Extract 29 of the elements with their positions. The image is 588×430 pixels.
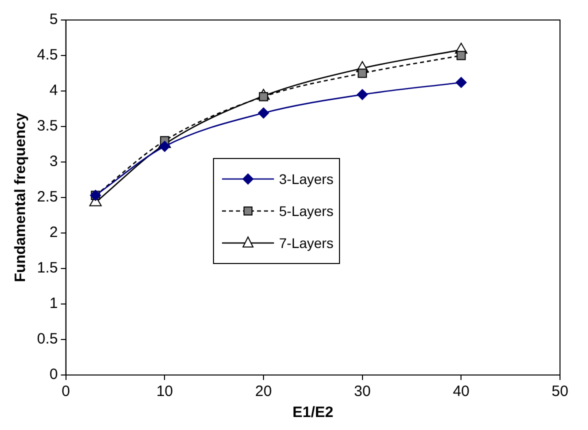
point bbox=[159, 140, 170, 152]
point bbox=[456, 50, 466, 60]
y-tick-label: 1 bbox=[50, 295, 58, 312]
point bbox=[356, 89, 368, 100]
point bbox=[258, 92, 268, 102]
x-tick-label: 10 bbox=[156, 383, 174, 400]
point bbox=[258, 108, 270, 119]
x-axis-title: E1/E2 bbox=[292, 404, 334, 422]
y-tick-label: 3.5 bbox=[36, 118, 58, 135]
x-tick-label: 40 bbox=[452, 383, 470, 400]
legend-label: 3-Layers bbox=[279, 171, 334, 187]
y-tick-label: 1.5 bbox=[36, 260, 58, 277]
y-tick-label: 4.5 bbox=[36, 46, 58, 64]
x-tick-label: 20 bbox=[255, 383, 272, 400]
y-tick-label: 3 bbox=[50, 153, 58, 170]
x-tick-label: 30 bbox=[354, 383, 371, 400]
y-tick-label: 2.5 bbox=[36, 188, 58, 206]
y-tick-label: 0 bbox=[50, 366, 58, 384]
y-tick-label: 0.5 bbox=[36, 330, 58, 348]
y-tick-label: 5 bbox=[50, 11, 58, 28]
y-tick-label: 4 bbox=[50, 82, 58, 100]
point bbox=[358, 68, 367, 78]
y-axis-title: Fundamental frequency bbox=[12, 112, 30, 282]
y-tick-label: 2 bbox=[50, 224, 58, 242]
point bbox=[456, 76, 467, 88]
x-tick-label: 0 bbox=[62, 383, 70, 400]
x-tick-label: 50 bbox=[552, 383, 568, 400]
legend-label: 7-Layers bbox=[279, 235, 334, 251]
legend-label: 5-Layers bbox=[279, 203, 334, 219]
